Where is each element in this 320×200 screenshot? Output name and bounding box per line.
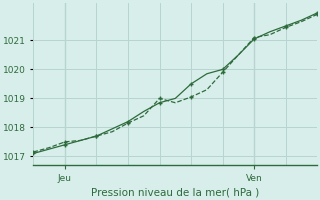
X-axis label: Pression niveau de la mer( hPa ): Pression niveau de la mer( hPa ) <box>91 187 260 197</box>
